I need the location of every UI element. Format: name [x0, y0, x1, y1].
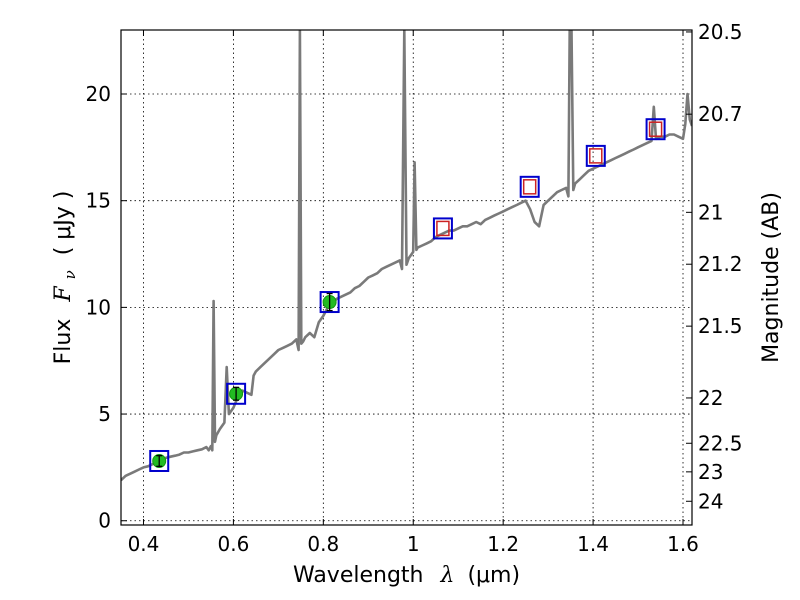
y-axis-label-text: Flux: [51, 319, 76, 365]
y-tick-label: 15: [86, 189, 111, 213]
predicted-point: [522, 179, 537, 195]
y-tick-label: 5: [98, 402, 111, 426]
mag-tick-label: 22: [698, 386, 723, 410]
y-axis-label-symbol: F: [51, 286, 76, 303]
y-axis-label-subscript: ν: [61, 270, 79, 279]
predicted-point: [436, 220, 450, 237]
x-tick-label: 0.4: [128, 532, 160, 556]
y-tick-label: 10: [86, 295, 111, 319]
x-tick-label: 1.4: [577, 532, 609, 556]
x-axis-label-symbol: λ: [439, 563, 454, 588]
x-tick-label: 1.6: [667, 532, 699, 556]
y-tick-label: 20: [86, 82, 111, 106]
mag-tick-label: 20.7: [698, 102, 743, 126]
model-box: [226, 382, 247, 405]
plot-area: [121, 30, 692, 482]
mag-tick-label: 21.2: [698, 252, 743, 276]
model-box: [585, 144, 606, 167]
x-axis-label-text: Wavelength: [293, 563, 424, 588]
axis-ticks: 0.4 0.6 0.8 1 1.2 1.4 1.6 0 5 10 15 20 20.5 20.7 21 21.…: [86, 20, 743, 556]
model-box: [149, 449, 170, 472]
x-axis-label-unit: (μm): [467, 563, 520, 588]
plot-frame: [120, 29, 693, 526]
magnitude-axis-label: Magnitude (AB): [759, 192, 784, 363]
model-box: [519, 175, 540, 198]
predicted-point: [648, 121, 663, 137]
model-box: [432, 217, 453, 240]
mag-tick-label: 22.5: [698, 431, 743, 455]
y-axis-label: Flux F ν ( μJy ): [51, 191, 81, 365]
grid-lines: [121, 30, 692, 525]
x-tick-label: 1.2: [487, 532, 519, 556]
mag-tick-label: 23: [698, 460, 723, 484]
predicted-point: [589, 148, 603, 164]
model-box: [645, 118, 666, 141]
mag-tick-label: 24: [698, 489, 723, 513]
x-tick-label: 0.6: [217, 532, 249, 556]
x-tick-label: 0.8: [307, 532, 339, 556]
y-tick-label: 0: [98, 509, 111, 533]
x-tick-label: 1: [407, 532, 420, 556]
x-axis-label: Wavelength λ (μm): [293, 563, 520, 588]
mag-tick-label: 21: [698, 200, 723, 224]
mag-tick-label: 20.5: [698, 20, 743, 44]
model-box: [319, 291, 340, 314]
spectrum-line: [121, 30, 692, 482]
mag-tick-label: 21.5: [698, 314, 743, 338]
y-axis-label-unit: ( μJy ): [51, 191, 76, 256]
